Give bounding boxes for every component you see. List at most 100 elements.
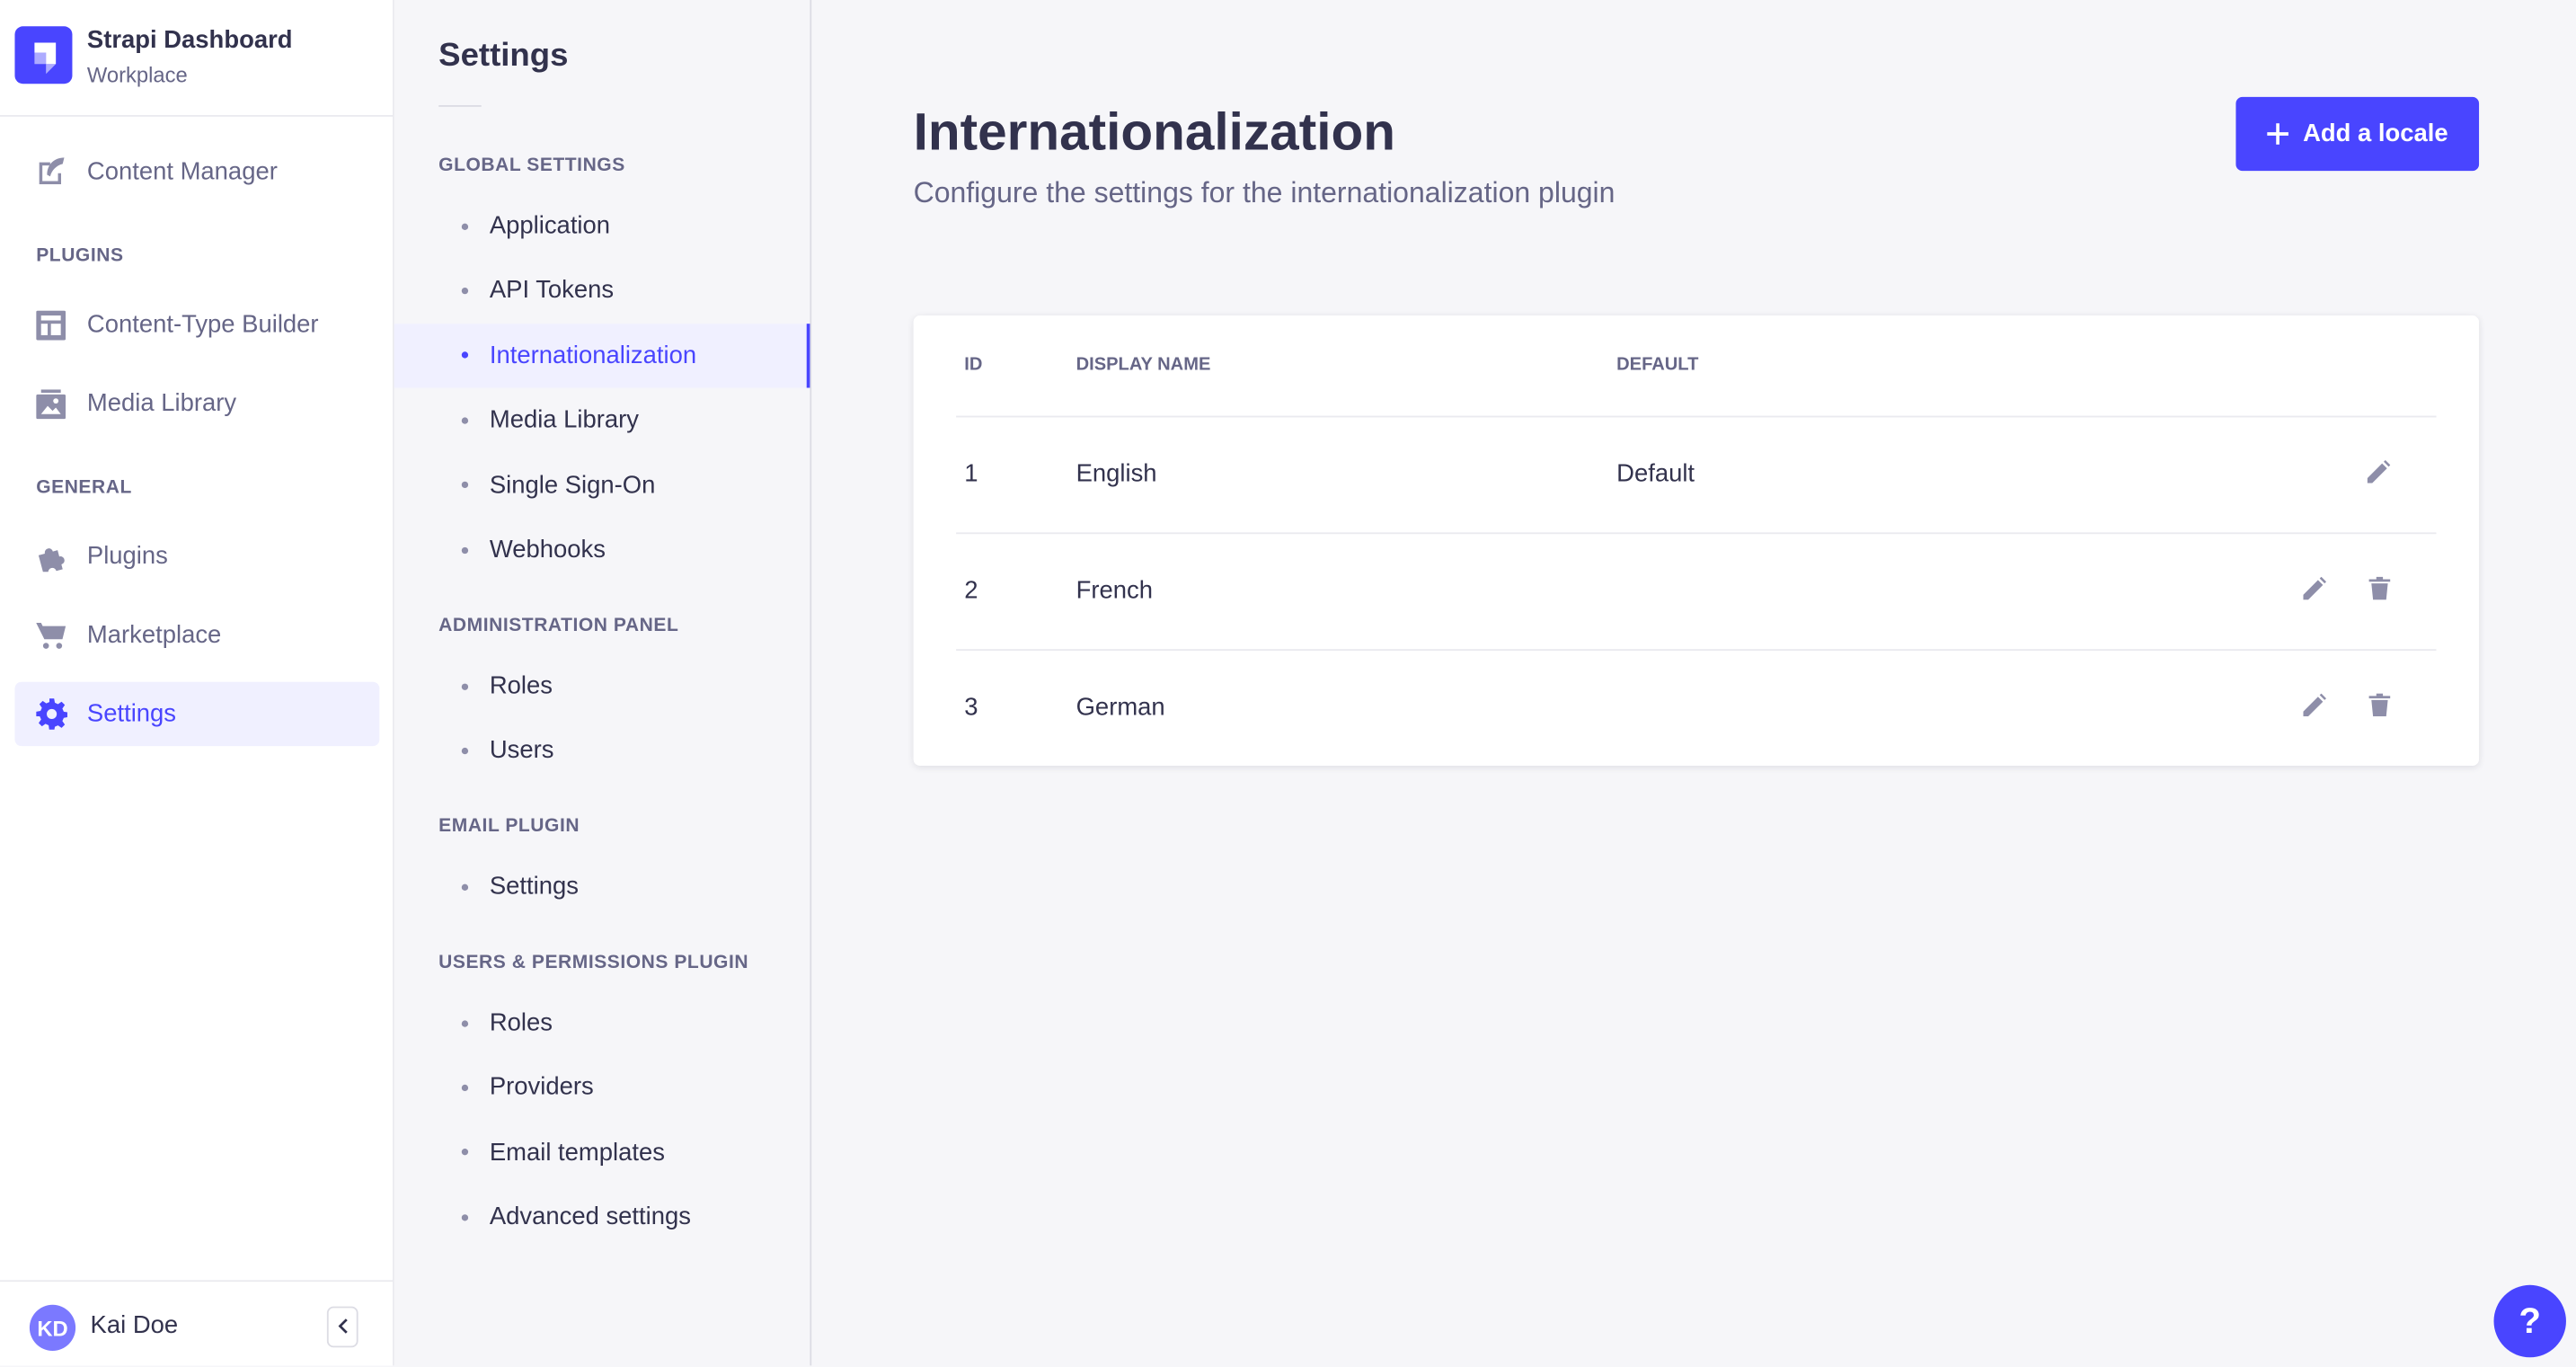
subnav-item-label: Roles	[489, 671, 553, 700]
row-divider	[956, 649, 2437, 652]
pencil-icon	[2367, 459, 2391, 491]
subnav-item-label: Application	[489, 211, 611, 240]
subnav-item-label: Single Sign-On	[489, 471, 656, 500]
sidebar-item-label: Plugins	[86, 542, 168, 571]
main-sidebar: Strapi Dashboard Workplace Content Manag…	[0, 0, 394, 1367]
bullet-icon	[461, 747, 469, 755]
bullet-icon	[461, 1084, 469, 1091]
subnav-item[interactable]: Application	[394, 194, 810, 258]
subnav-title: Settings	[438, 38, 569, 75]
workspace-subtitle: Workplace	[86, 62, 188, 87]
add-locale-label: Add a locale	[2303, 120, 2448, 148]
feather-icon	[34, 155, 67, 189]
bullet-icon	[461, 287, 469, 295]
section-label: GLOBAL SETTINGS	[438, 155, 625, 176]
bullet-icon	[461, 1149, 469, 1156]
subnav-item[interactable]: Users	[394, 719, 810, 783]
trash-icon	[2368, 575, 2390, 608]
subnav-item-label: Media Library	[489, 405, 640, 435]
cell-id: 2	[964, 576, 978, 605]
subnav-item-label: Email templates	[489, 1138, 665, 1167]
subnav-item[interactable]: Settings	[394, 855, 810, 919]
subnav-item[interactable]: Providers	[394, 1056, 810, 1120]
cart-icon	[34, 618, 67, 652]
bullet-icon	[461, 416, 469, 424]
bullet-icon	[461, 546, 469, 554]
subnav-item[interactable]: API Tokens	[394, 259, 810, 323]
bullet-icon	[461, 222, 469, 230]
puzzle-icon	[34, 540, 67, 573]
help-button[interactable]: ?	[2493, 1284, 2566, 1358]
avatar[interactable]: KD	[29, 1304, 76, 1351]
pencil-icon	[2303, 692, 2327, 724]
add-locale-button[interactable]: Add a locale	[2235, 96, 2480, 172]
subnav-item[interactable]: Webhooks	[394, 518, 810, 581]
cell-id: 1	[964, 459, 978, 489]
sidebar-item-label: Media Library	[86, 389, 237, 418]
subnav-item-label: Roles	[489, 1008, 553, 1037]
cell-display-name: German	[1076, 693, 1165, 722]
subnav-item[interactable]: Roles	[394, 991, 810, 1055]
sidebar-item-label: Settings	[86, 699, 177, 728]
cell-default: Default	[1616, 459, 1695, 489]
delete-locale-button[interactable]	[2362, 692, 2395, 725]
sidebar-footer	[0, 1280, 393, 1367]
sidebar-item-marketplace[interactable]: Marketplace	[14, 603, 379, 667]
layout-icon	[34, 308, 67, 342]
sidebar-item-media-library[interactable]: Media Library	[14, 371, 379, 435]
cell-display-name: English	[1076, 459, 1157, 489]
subnav-item-label: API Tokens	[489, 276, 615, 305]
subnav-item-label: Settings	[489, 872, 579, 901]
cell-display-name: French	[1076, 576, 1153, 605]
bullet-icon	[461, 1213, 469, 1221]
divider	[438, 105, 482, 107]
bullet-icon	[461, 1019, 469, 1026]
collapse-sidebar-button[interactable]	[326, 1306, 359, 1348]
sidebar-item-label: Content Manager	[86, 157, 278, 186]
sidebar-item-settings[interactable]: Settings	[14, 681, 380, 747]
row-divider	[956, 415, 2437, 418]
subnav-item-label: Internationalization	[489, 341, 697, 370]
sidebar-item-content-manager[interactable]: Content Manager	[14, 139, 379, 203]
workspace-title: Strapi Dashboard	[86, 26, 293, 55]
subnav-item[interactable]: Roles	[394, 654, 810, 718]
plus-icon	[2266, 123, 2288, 145]
row-divider	[956, 532, 2437, 535]
strapi-logo[interactable]	[14, 26, 73, 84]
sidebar-item-plugins[interactable]: Plugins	[14, 524, 379, 588]
subnav-item[interactable]: Media Library	[394, 388, 810, 452]
bullet-icon	[461, 883, 469, 891]
section-label: ADMINISTRATION PANEL	[438, 616, 679, 636]
subnav-item[interactable]: Advanced settings	[394, 1185, 810, 1249]
subnav-item-label: Advanced settings	[489, 1203, 691, 1231]
page-subtitle: Configure the settings for the internati…	[913, 175, 1616, 209]
subnav-item-label: Webhooks	[489, 536, 606, 564]
section-label-general: GENERAL	[36, 478, 132, 499]
section-label: EMAIL PLUGIN	[438, 816, 580, 837]
subnav-item[interactable]: Email templates	[394, 1121, 810, 1185]
bullet-icon	[461, 682, 469, 690]
bullet-icon	[461, 481, 469, 489]
edit-locale-button[interactable]	[2362, 458, 2395, 492]
column-header-display-name: DISPLAY NAME	[1076, 354, 1211, 375]
section-label: USERS & PERMISSIONS PLUGIN	[438, 953, 749, 973]
subnav-item[interactable]: Single Sign-On	[394, 453, 810, 517]
edit-locale-button[interactable]	[2298, 575, 2332, 608]
sidebar-header	[0, 0, 393, 117]
trash-icon	[2368, 692, 2390, 724]
sidebar-item-content-type-builder[interactable]: Content-Type Builder	[14, 292, 379, 356]
delete-locale-button[interactable]	[2362, 575, 2395, 608]
section-label-plugins: PLUGINS	[36, 246, 124, 267]
subnav-item[interactable]: Internationalization	[394, 323, 810, 388]
user-name[interactable]: Kai Doe	[90, 1311, 179, 1340]
sidebar-item-label: Content-Type Builder	[86, 310, 319, 339]
subnav-item-label: Users	[489, 736, 554, 765]
gear-icon	[34, 697, 67, 731]
column-header-id: ID	[964, 354, 983, 375]
page-title: Internationalization	[913, 102, 1395, 162]
image-icon	[34, 387, 67, 421]
bullet-icon	[461, 351, 469, 360]
subnav-item-label: Providers	[489, 1073, 594, 1102]
cell-id: 3	[964, 693, 978, 722]
edit-locale-button[interactable]	[2298, 692, 2332, 725]
